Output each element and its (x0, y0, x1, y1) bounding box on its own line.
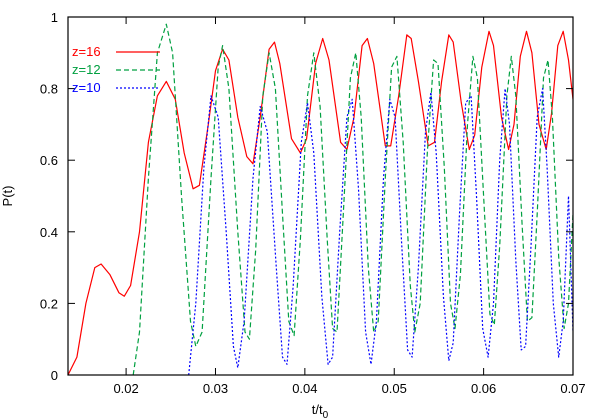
x-tick-label: 0.07 (560, 381, 585, 396)
y-tick-label: 1 (51, 10, 58, 25)
legend-label: z=10 (72, 80, 101, 95)
series-line-3 (188, 88, 573, 375)
x-tick-label: 0.04 (292, 381, 317, 396)
x-tick-label: 0.05 (382, 381, 407, 396)
y-tick-label: 0.2 (40, 296, 58, 311)
x-tick-label: 0.02 (113, 381, 138, 396)
y-tick-label: 0 (51, 368, 58, 383)
x-axis-title-subscript: 0 (323, 410, 329, 420)
series-layer (68, 23, 573, 375)
plot-frame (67, 16, 574, 376)
legend-label: z=16 (72, 44, 101, 59)
series-line-1 (68, 30, 573, 375)
y-tick-label: 0.8 (40, 82, 58, 97)
x-tick-label: 0.06 (471, 381, 496, 396)
y-tick-label: 0.4 (40, 225, 58, 240)
legend: z=16 z=12 z=10 (72, 44, 160, 95)
y-axis-title: P(t) (0, 186, 15, 207)
legend-label: z=12 (72, 62, 101, 77)
ticks-layer: 0.02 0.03 0.04 0.05 0.06 0.07 0 0.2 0.4 0.6 0.8 1 (40, 10, 586, 396)
x-axis-title: t/t0 (312, 402, 329, 420)
x-axis-title-main: t/t (312, 402, 323, 417)
x-tick-label: 0.03 (203, 381, 228, 396)
y-tick-label: 0.6 (40, 153, 58, 168)
series-line-2 (132, 23, 573, 375)
